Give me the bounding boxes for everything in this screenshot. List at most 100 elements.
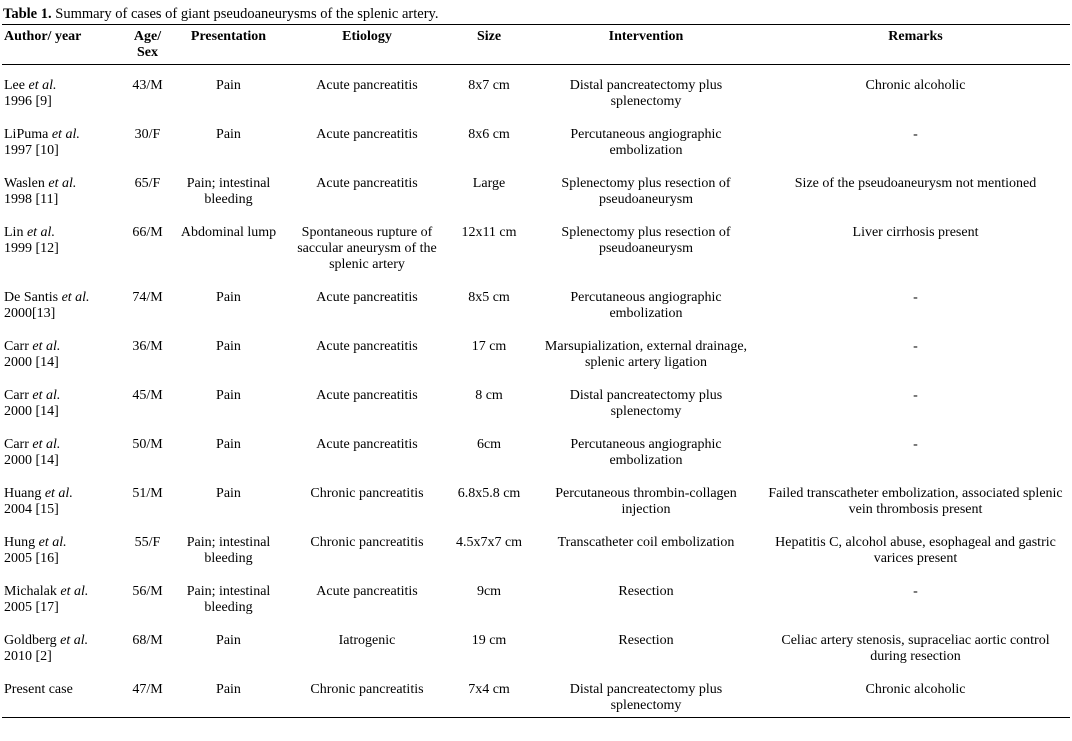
cell-intervention: Splenectomy plus resection of pseudoaneu… [561, 225, 731, 256]
column-header-age-sex: Age/ Sex [133, 29, 162, 60]
table-row: Carr et al. 2000 [14] 45/M Pain Acute pan… [2, 380, 1070, 429]
author-name: Waslen [4, 176, 45, 191]
author-etal: et al. [51, 127, 80, 142]
table-row: Carr et al. 2000 [14] 36/M Pain Acute pan… [2, 331, 1070, 380]
author-name: Lee [4, 78, 25, 93]
cell-size: 7x4 cm [468, 682, 510, 697]
cell-presentation: Abdominal lump [180, 225, 277, 240]
table-row: LiPuma et al. 1997 [10] 30/F Pain Acute p… [2, 119, 1070, 168]
cell-age-sex: 65/F [134, 176, 161, 191]
author-year: 1996 [9] [4, 94, 52, 109]
cell-author-year: Huang et al. 2004 [15] [2, 478, 125, 527]
cell-remarks: Failed transcatheter embolization, assoc… [768, 486, 1063, 517]
author-year: 1999 [12] [4, 241, 59, 256]
cell-remarks: Size of the pseudoaneurysm not mentioned [794, 176, 1037, 191]
cell-author-year: Lee et al. 1996 [9] [2, 65, 125, 120]
cell-author-year: De Santis et al. 2000[13] [2, 282, 125, 331]
cell-intervention: Distal pancreatectomy plus splenectomy [569, 78, 723, 109]
cell-etiology: Acute pancreatitis [316, 388, 418, 403]
cell-etiology: Acute pancreatitis [316, 127, 418, 142]
cell-etiology: Chronic pancreatitis [310, 535, 424, 550]
cell-size: 4.5x7x7 cm [455, 535, 523, 550]
cell-size: 8x5 cm [468, 290, 510, 305]
author-name: Carr [4, 388, 29, 403]
column-header-size: Size [476, 29, 502, 44]
author-year: 2000 [14] [4, 355, 59, 370]
table-row: Goldberg et al. 2010 [2] 68/M Pain Iatrog… [2, 625, 1070, 674]
cell-intervention: Percutaneous thrombin-collagen injection [555, 486, 737, 517]
cell-size: Large [472, 176, 506, 191]
table-caption-text: Summary of cases of giant pseudoaneurysm… [55, 6, 439, 22]
column-header-author-year: Author/ year [4, 29, 82, 44]
cases-table: Author/ year Age/ Sex Presentation Etiol… [2, 25, 1070, 718]
author-name: Lin [4, 225, 24, 240]
author-etal: et al. [32, 339, 61, 354]
column-header-remarks: Remarks [888, 29, 943, 44]
author-etal: et al. [61, 290, 90, 305]
table-row: Present case 47/M Pain Chronic pancreati… [2, 674, 1070, 718]
author-name: Huang [4, 486, 42, 501]
author-year: 2005 [17] [4, 600, 59, 615]
cell-size: 12x11 cm [461, 225, 517, 240]
author-etal: et al. [38, 535, 67, 550]
cell-age-sex: 45/M [132, 388, 163, 403]
author-year: 2000[13] [4, 306, 56, 321]
cell-size: 19 cm [471, 633, 507, 648]
cell-presentation: Pain [216, 437, 241, 452]
author-etal: et al. [60, 633, 89, 648]
cell-remarks: Celiac artery stenosis, supraceliac aort… [781, 633, 1050, 664]
cell-etiology: Spontaneous rupture of saccular aneurysm… [297, 225, 437, 272]
cell-presentation: Pain [216, 633, 241, 648]
cell-author-year: Carr et al. 2000 [14] [2, 380, 125, 429]
cell-remarks: - [913, 437, 918, 452]
cell-size: 6cm [476, 437, 502, 452]
column-header-intervention: Intervention [608, 29, 684, 44]
cell-age-sex: 43/M [132, 78, 163, 93]
cell-remarks: Hepatitis C, alcohol abuse, esophageal a… [775, 535, 1056, 566]
author-etal: et al. [60, 584, 89, 599]
cell-presentation: Pain [216, 486, 241, 501]
cell-remarks: - [913, 339, 918, 354]
author-name: Carr [4, 339, 29, 354]
author-name: Goldberg [4, 633, 57, 648]
cell-age-sex: 68/M [132, 633, 163, 648]
cell-presentation: Pain [216, 388, 241, 403]
author-name: De Santis [4, 290, 59, 305]
cell-etiology: Acute pancreatitis [316, 176, 418, 191]
cell-author-year: LiPuma et al. 1997 [10] [2, 119, 125, 168]
table-caption-label: Table 1. [3, 6, 52, 22]
table-row: De Santis et al. 2000[13] 74/M Pain Acute… [2, 282, 1070, 331]
cell-remarks: Chronic alcoholic [865, 682, 966, 697]
cell-author-year: Michalak et al. 2005 [17] [2, 576, 125, 625]
cell-intervention: Distal pancreatectomy plus splenectomy [569, 388, 723, 419]
author-year: 2010 [2] [4, 649, 52, 664]
author-name: Present case [4, 682, 73, 697]
cell-intervention: Marsupialization, external drainage, spl… [544, 339, 748, 370]
column-header-presentation: Presentation [190, 29, 267, 44]
cell-intervention: Splenectomy plus resection of pseudoaneu… [561, 176, 731, 207]
table-row: Huang et al. 2004 [15] 51/M Pain Chronic … [2, 478, 1070, 527]
cell-author-year: Goldberg et al. 2010 [2] [2, 625, 125, 674]
cell-presentation: Pain [216, 290, 241, 305]
table-body: Lee et al. 1996 [9] 43/M Pain Acute pancr… [2, 65, 1070, 718]
author-name: Carr [4, 437, 29, 452]
cell-intervention: Distal pancreatectomy plus splenectomy [569, 682, 723, 713]
cell-etiology: Acute pancreatitis [316, 78, 418, 93]
author-year: 2000 [14] [4, 404, 59, 419]
author-year: 1997 [10] [4, 143, 59, 158]
cell-etiology: Acute pancreatitis [316, 584, 418, 599]
table-header-row: Author/ year Age/ Sex Presentation Etiol… [2, 25, 1070, 65]
author-year: 2000 [14] [4, 453, 59, 468]
author-name: Michalak [4, 584, 57, 599]
cell-age-sex: 47/M [132, 682, 163, 697]
author-etal: et al. [48, 176, 77, 191]
cell-size: 6.8x5.8 cm [457, 486, 521, 501]
cell-etiology: Acute pancreatitis [316, 437, 418, 452]
cell-size: 9cm [476, 584, 502, 599]
cell-presentation: Pain; intestinal bleeding [186, 584, 271, 615]
cell-age-sex: 36/M [132, 339, 163, 354]
cell-size: 8 cm [475, 388, 503, 403]
cell-age-sex: 56/M [132, 584, 163, 599]
cell-etiology: Iatrogenic [338, 633, 396, 648]
cell-remarks: - [913, 388, 918, 403]
